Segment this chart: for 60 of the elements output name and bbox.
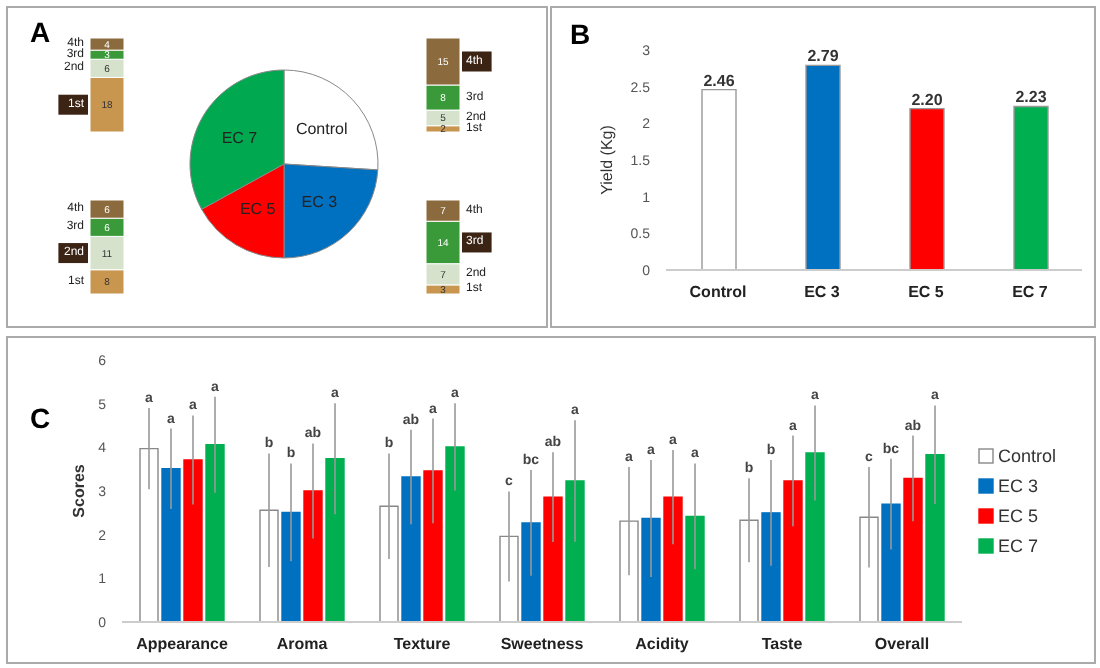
x-tick-label: Texture [393, 635, 452, 654]
bar [805, 64, 841, 270]
bar [259, 509, 279, 622]
data-label: 2.46 [703, 71, 736, 90]
chart-title: B [570, 18, 591, 50]
bar [925, 454, 945, 622]
bar [739, 519, 759, 622]
bar [565, 480, 585, 622]
bar [859, 516, 879, 622]
legend-label: EC 7 [998, 535, 1039, 555]
slice-label: Control [295, 119, 348, 138]
bar [641, 517, 661, 622]
x-tick-label: Overall [874, 635, 930, 654]
x-tick-label: Aroma [276, 635, 329, 654]
y-axis-title: Yield (Kg) [597, 124, 616, 195]
bar [379, 505, 399, 622]
bar [205, 444, 225, 622]
data-label: 2.23 [1015, 88, 1048, 107]
text: C [30, 402, 51, 434]
bar [685, 515, 705, 622]
bar [881, 503, 901, 622]
bar [325, 457, 345, 622]
slice-label: EC 5 [239, 199, 277, 218]
data-label: 2.79 [807, 47, 840, 66]
slice-label: EC 7 [221, 128, 259, 147]
bar [1013, 105, 1049, 270]
bar [445, 446, 465, 622]
bar [521, 522, 541, 622]
x-tick-label: Appearance [136, 635, 229, 654]
bar [303, 490, 323, 622]
bar [161, 468, 181, 622]
x-tick-label: Taste [761, 635, 804, 654]
x-tick-label: EC 7 [1012, 283, 1049, 302]
bar [281, 511, 301, 622]
bar [543, 496, 563, 622]
slice-label: EC 3 [301, 192, 339, 211]
bar [701, 88, 737, 270]
x-tick-label: EC 5 [908, 283, 945, 302]
bar [139, 447, 159, 622]
bar [663, 496, 683, 622]
y-axis-title: Scores [69, 463, 88, 518]
x-tick-label: Sweetness [500, 635, 585, 654]
bar [903, 477, 923, 622]
bar [619, 520, 639, 622]
bar [401, 476, 421, 622]
legend-label: EC 5 [998, 505, 1039, 525]
chart-title: A [30, 16, 51, 48]
bar [183, 459, 203, 622]
legend-label: EC 3 [998, 475, 1039, 495]
bar [423, 470, 443, 622]
bar [761, 512, 781, 622]
bar [783, 480, 803, 622]
x-tick-label: Acidity [635, 635, 690, 654]
bar [805, 452, 825, 622]
data-label: 2.20 [911, 90, 944, 109]
x-tick-label: EC 3 [804, 283, 841, 302]
x-tick-label: Control [689, 283, 747, 302]
bar [499, 535, 519, 622]
legend-label: Control [998, 445, 1057, 465]
bar [909, 107, 945, 270]
